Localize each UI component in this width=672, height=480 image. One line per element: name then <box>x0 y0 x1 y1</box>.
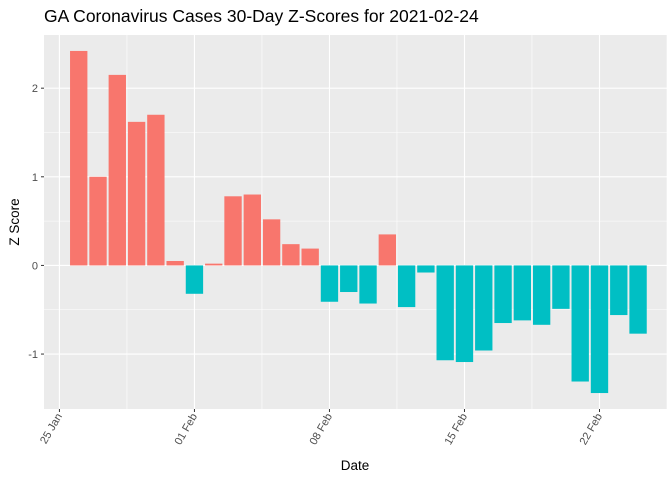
chart-title: GA Coronavirus Cases 30-Day Z-Scores for… <box>44 6 479 26</box>
x-tick-label: 15 Feb <box>443 412 471 448</box>
bar <box>629 265 647 334</box>
bar <box>224 196 242 266</box>
bar <box>205 263 223 266</box>
y-tick-label: 2 <box>32 83 38 95</box>
x-tick-label: 22 Feb <box>578 412 606 448</box>
bar <box>70 50 88 266</box>
y-axis-title: Z Score <box>7 198 22 245</box>
bar <box>262 219 281 266</box>
bar <box>108 74 126 266</box>
bar <box>513 265 532 321</box>
bar <box>359 265 377 304</box>
bar <box>166 260 184 266</box>
bar <box>610 265 628 316</box>
bar <box>552 265 570 309</box>
bar <box>147 114 165 266</box>
bar <box>243 194 261 266</box>
bar <box>378 234 397 266</box>
x-tick-label: 25 Jan <box>38 412 65 447</box>
bar <box>417 265 435 273</box>
y-tick-label: -1 <box>28 349 38 361</box>
bar <box>436 265 454 361</box>
bar <box>397 265 416 308</box>
bar <box>494 265 512 324</box>
bar <box>455 265 474 363</box>
bar <box>89 176 107 266</box>
bars <box>70 50 647 394</box>
bar <box>340 265 358 293</box>
x-tick-label: 01 Feb <box>173 412 201 448</box>
y-tick-label: 1 <box>32 172 38 184</box>
y-tick-label: 0 <box>32 260 38 272</box>
x-axis-title: Date <box>341 458 370 473</box>
bar <box>185 265 204 294</box>
bar <box>320 265 339 302</box>
bar <box>532 265 551 325</box>
bar <box>571 265 589 382</box>
x-tick-label: 08 Feb <box>308 412 336 448</box>
bar <box>282 244 300 266</box>
bar <box>475 265 493 351</box>
bar <box>590 265 609 394</box>
bar <box>127 121 146 266</box>
bar <box>301 248 319 266</box>
